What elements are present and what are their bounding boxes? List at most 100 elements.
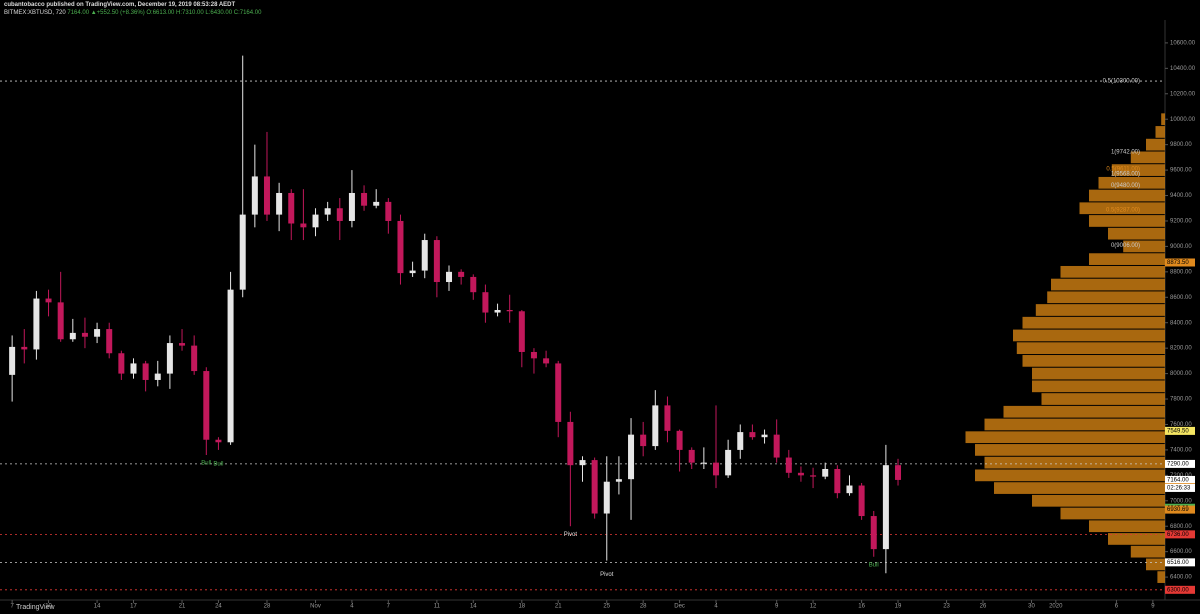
- candle-body: [870, 516, 877, 550]
- y-tick-label: 6600.00: [1170, 549, 1192, 555]
- candle-body: [215, 439, 222, 443]
- candle-body: [373, 201, 380, 206]
- price-badge: [1165, 426, 1195, 435]
- candle-body: [409, 270, 416, 274]
- y-tick-label: 7600.00: [1170, 422, 1192, 428]
- candle-body: [106, 329, 113, 354]
- candle-body: [615, 479, 622, 482]
- x-tick-label: 23: [943, 604, 950, 610]
- x-tick-label: 4: [350, 604, 354, 610]
- candle-body: [312, 214, 319, 228]
- price-badge-label: 6516.00: [1167, 560, 1189, 566]
- volume-profile-bar: [1157, 571, 1165, 583]
- annotation: Bull: [201, 461, 211, 467]
- y-tick-label: 8200.00: [1170, 346, 1192, 352]
- x-tick-label: 28: [640, 604, 647, 610]
- x-tick-label: 14: [94, 604, 101, 610]
- volume-profile-bar: [1032, 367, 1165, 380]
- candle-body: [166, 343, 173, 374]
- candle-body: [567, 421, 574, 466]
- candle-body: [846, 485, 853, 494]
- x-tick-label: 7: [10, 604, 14, 610]
- volume-profile-bar: [1123, 240, 1165, 253]
- y-tick-label: 9600.00: [1170, 168, 1192, 174]
- countdown: 02:26:33: [1167, 486, 1191, 492]
- x-tick-label: 17: [130, 604, 137, 610]
- candle-body: [603, 481, 610, 514]
- candle-body: [737, 432, 744, 450]
- y-tick-label: 10600.00: [1170, 40, 1196, 46]
- candle-body: [882, 465, 889, 550]
- x-tick-label: Nov: [310, 604, 321, 610]
- volume-profile-bar: [1022, 355, 1165, 367]
- price-badge-label: 7164.00: [1167, 478, 1189, 484]
- candle-body: [9, 346, 16, 375]
- candle-body: [628, 434, 635, 480]
- y-tick-label: 10200.00: [1170, 91, 1196, 97]
- y-tick-label: 8000.00: [1170, 371, 1192, 377]
- y-tick-label: 6400.00: [1170, 575, 1192, 581]
- price-badge-label: 8873.50: [1167, 260, 1189, 266]
- y-tick-label: 7000.00: [1170, 498, 1192, 504]
- x-tick-label: 9: [775, 604, 779, 610]
- candle-body: [688, 449, 695, 463]
- volume-profile-bar: [1079, 202, 1165, 215]
- volume-profile-bar: [1060, 265, 1165, 278]
- price-badge: [1165, 475, 1195, 484]
- price-badge: [1165, 558, 1195, 567]
- price-badge-label: 7549.50: [1167, 428, 1189, 434]
- price-badge-label: 6930.69: [1167, 507, 1189, 513]
- candle-body: [506, 310, 513, 312]
- countdown-badge: [1165, 483, 1195, 492]
- y-tick-label: 9400.00: [1170, 193, 1192, 199]
- fib-label: 0(9480.00): [1111, 183, 1140, 189]
- x-tick-label: 19: [895, 604, 902, 610]
- annotation: Pivot: [600, 572, 614, 578]
- candle-body: [130, 363, 137, 374]
- volume-profile-bar: [975, 469, 1165, 482]
- footer: TradingView: [16, 604, 55, 611]
- candle-body: [397, 220, 404, 274]
- price-badge: [1165, 258, 1195, 267]
- candle-body: [251, 176, 258, 215]
- candle-body: [81, 332, 88, 337]
- candle-body: [446, 271, 453, 283]
- y-tick-label: 10000.00: [1170, 117, 1196, 123]
- x-tick-label: 4: [714, 604, 718, 610]
- x-tick-label: 2020: [1049, 604, 1063, 610]
- y-tick-label: 9200.00: [1170, 219, 1192, 225]
- candle-body: [749, 432, 756, 438]
- candle-body: [470, 276, 477, 293]
- candle-body: [591, 460, 598, 514]
- candle-body: [276, 192, 283, 215]
- x-tick-label: Dec: [674, 604, 685, 610]
- candle-body: [179, 343, 186, 346]
- candle-body: [725, 449, 732, 476]
- annotation: Bull: [869, 562, 879, 568]
- price-badge-label: 7290.00: [1167, 461, 1189, 467]
- volume-profile-bar: [1089, 520, 1165, 533]
- x-tick-label: 6: [1115, 604, 1119, 610]
- annotation: Pivot: [564, 532, 578, 538]
- volume-profile-bar: [965, 431, 1165, 444]
- y-tick-label: 7400.00: [1170, 447, 1192, 453]
- candle-body: [239, 214, 246, 290]
- candle-body: [348, 192, 355, 221]
- candle-body: [494, 310, 501, 313]
- x-tick-label: 7: [387, 604, 391, 610]
- x-tick-label: 21: [555, 604, 562, 610]
- x-tick-label: 11: [434, 604, 441, 610]
- fib-label: 1(9568.00): [1111, 172, 1140, 178]
- candle-body: [21, 346, 28, 350]
- fib-label: 1(9742.00): [1111, 150, 1140, 156]
- candle-body: [579, 460, 586, 466]
- annotation: Bull: [213, 461, 223, 467]
- y-tick-label: 8400.00: [1170, 320, 1192, 326]
- volume-profile-bar: [1098, 176, 1165, 189]
- candle-body: [385, 201, 392, 221]
- volume-profile-bar: [975, 444, 1165, 456]
- price-badge: [1165, 585, 1195, 594]
- symbol-line: BITMEX:XBTUSD, 720 7164.00 ▲+552.50 (+8.…: [4, 10, 261, 16]
- candle-body: [433, 240, 440, 283]
